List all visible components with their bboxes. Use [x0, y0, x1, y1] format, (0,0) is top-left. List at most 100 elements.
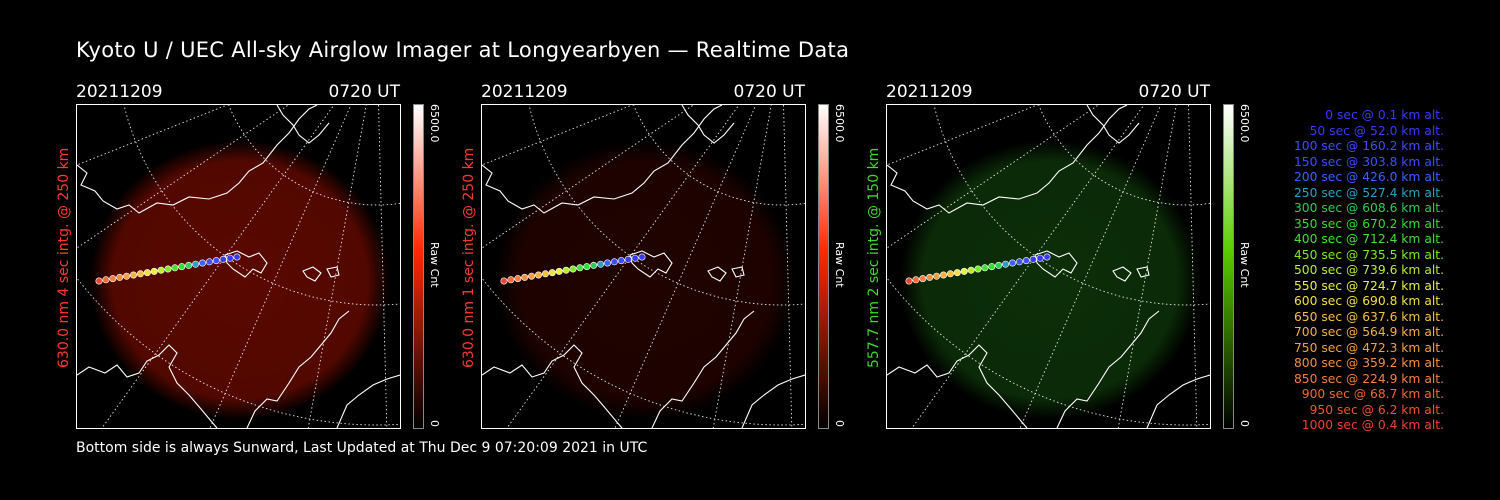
track-point [624, 255, 632, 263]
legend-row: 150 sec @ 303.8 km alt. [1293, 154, 1444, 169]
legend-row: 600 sec @ 690.8 km alt. [1293, 294, 1444, 308]
legend-row: 200 sec @ 426.0 km alt. [1293, 170, 1444, 184]
trajectory-track [905, 253, 1051, 285]
coastlines [887, 105, 1210, 428]
legend-row: 850 sec @ 224.9 km alt. [1293, 371, 1444, 386]
track-point [1029, 255, 1037, 263]
track-point [164, 265, 172, 273]
panel-date: 20211209 [886, 82, 973, 102]
airglow-image [900, 140, 1200, 420]
track-point [597, 260, 605, 268]
colorbar [413, 104, 424, 429]
track-point [185, 261, 193, 269]
track-point [604, 259, 612, 267]
track-point [576, 264, 584, 272]
colorbar-unit-label: Raw Cnt [833, 242, 846, 288]
latlon-grid [77, 105, 400, 428]
track-point [946, 270, 954, 278]
legend-row: 250 sec @ 527.4 km alt. [1293, 185, 1444, 200]
track-point [205, 258, 213, 266]
legend-row: 50 sec @ 52.0 km alt. [1309, 123, 1444, 138]
track-point [960, 267, 968, 275]
track-point [541, 270, 549, 278]
map-canvas [887, 105, 1210, 428]
colorbar-min-label: 0 [833, 420, 846, 427]
track-point [143, 269, 151, 277]
track-point [219, 255, 227, 263]
panel-side-label: 630.0 nm 1 sec intg. @ 250 km [461, 147, 477, 368]
trajectory-track [500, 253, 646, 285]
latlon-grid [887, 105, 1210, 428]
panel-date: 20211209 [481, 82, 568, 102]
colorbar-min-label: 0 [428, 420, 441, 427]
airglow-panel-3: 20211209 0720 UT 557.7 nm 2 sec intg. @ … [0, 0, 1251, 500]
panel-time: 0720 UT [1138, 82, 1211, 102]
track-point [178, 263, 186, 271]
track-point [116, 273, 124, 281]
footer-status: Bottom side is always Sunward, Last Upda… [76, 440, 648, 456]
track-point [123, 272, 131, 280]
page-title: Kyoto U / UEC All-sky Airglow Imager at … [76, 38, 850, 62]
trajectory-track [95, 253, 241, 285]
track-point [1022, 257, 1030, 265]
track-point [981, 264, 989, 272]
map-canvas [77, 105, 400, 428]
track-point [226, 254, 234, 262]
track-point [590, 261, 598, 269]
legend-row: 750 sec @ 472.3 km alt. [1293, 340, 1444, 355]
track-point [583, 263, 591, 271]
track-point [555, 267, 563, 275]
panel-side-label: 557.7 nm 2 sec intg. @ 150 km [866, 147, 882, 368]
airglow-image [495, 140, 795, 420]
track-point [1036, 254, 1044, 262]
legend-row: 550 sec @ 724.7 km alt. [1293, 278, 1444, 293]
track-point [171, 264, 179, 272]
track-point [995, 261, 1003, 269]
colorbar [818, 104, 829, 429]
track-point [1043, 253, 1051, 261]
legend-row: 950 sec @ 6.2 km alt. [1309, 402, 1444, 417]
colorbar-max-label: 6500.0 [833, 104, 846, 143]
panel-date: 20211209 [76, 82, 163, 102]
track-point [528, 272, 536, 280]
track-point [905, 277, 913, 285]
coastlines [482, 105, 805, 428]
legend-row: 300 sec @ 608.6 km alt. [1293, 201, 1444, 215]
track-point [1009, 259, 1017, 267]
track-point [939, 271, 947, 279]
colorbar-min-label: 0 [1238, 420, 1251, 427]
legend-row: 350 sec @ 670.2 km alt. [1293, 216, 1444, 231]
track-point [500, 277, 508, 285]
track-point [95, 277, 103, 285]
colorbar-unit-label: Raw Cnt [1238, 242, 1251, 288]
track-point [233, 253, 241, 261]
track-point [136, 270, 144, 278]
colorbar [1223, 104, 1234, 429]
colorbar-max-label: 6500.0 [428, 104, 441, 143]
track-point [974, 265, 982, 273]
track-point [562, 266, 570, 274]
track-point [534, 271, 542, 279]
track-point [919, 275, 927, 283]
track-point [1002, 260, 1010, 268]
track-point [912, 276, 920, 284]
legend-row: 700 sec @ 564.9 km alt. [1293, 325, 1444, 339]
latlon-grid [482, 105, 805, 428]
panel-time: 0720 UT [328, 82, 401, 102]
track-point [933, 272, 941, 280]
panel-time: 0720 UT [733, 82, 806, 102]
legend-row: 800 sec @ 359.2 km alt. [1293, 356, 1444, 370]
track-point [953, 269, 961, 277]
track-point [548, 269, 556, 277]
map-canvas [482, 105, 805, 428]
allsky-map [481, 104, 806, 429]
track-point [631, 254, 639, 262]
track-point [610, 258, 618, 266]
track-point [569, 265, 577, 273]
track-point [514, 275, 522, 283]
airglow-image [90, 140, 390, 420]
trajectory-legend: 0 sec @ 0.1 km alt. 50 sec @ 52.0 km alt.… [1262, 108, 1444, 434]
track-point [212, 257, 220, 265]
track-point [157, 266, 165, 274]
track-point [102, 276, 110, 284]
